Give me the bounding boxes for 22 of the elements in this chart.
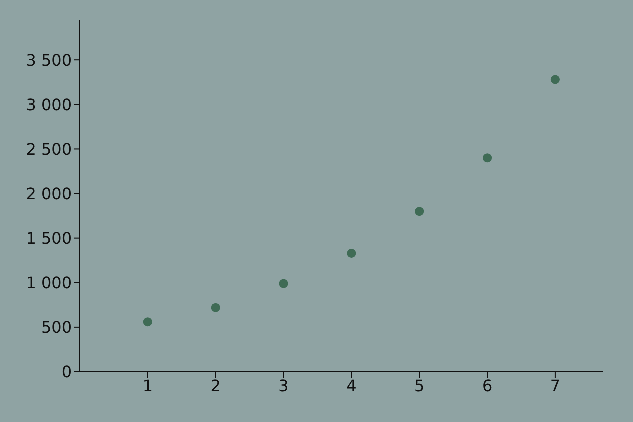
y-tick-label: 1 500 — [26, 229, 72, 248]
y-tick-label: 1 000 — [26, 274, 72, 293]
x-tick-label: 5 — [414, 376, 425, 396]
y-tick-label: 2 000 — [26, 184, 72, 204]
point — [211, 303, 220, 312]
y-tick-label: 3 000 — [26, 95, 72, 114]
x-tick-label: 3 — [278, 376, 289, 396]
y-tick-label: 500 — [41, 318, 72, 338]
point — [347, 248, 356, 258]
point — [415, 207, 424, 216]
y-tick-label: 0 — [62, 362, 72, 382]
x-tick-label: 6 — [482, 376, 493, 396]
point — [143, 318, 152, 327]
y-tick-label: 3 500 — [26, 50, 72, 70]
y-tick-label: 2 500 — [26, 140, 72, 159]
x-tick-label: 2 — [210, 376, 221, 396]
point — [279, 279, 288, 288]
point — [550, 75, 560, 84]
point — [483, 154, 492, 163]
x-tick-label: 7 — [550, 376, 561, 396]
x-tick-label: 4 — [346, 376, 357, 396]
x-tick-label: 1 — [142, 376, 154, 396]
